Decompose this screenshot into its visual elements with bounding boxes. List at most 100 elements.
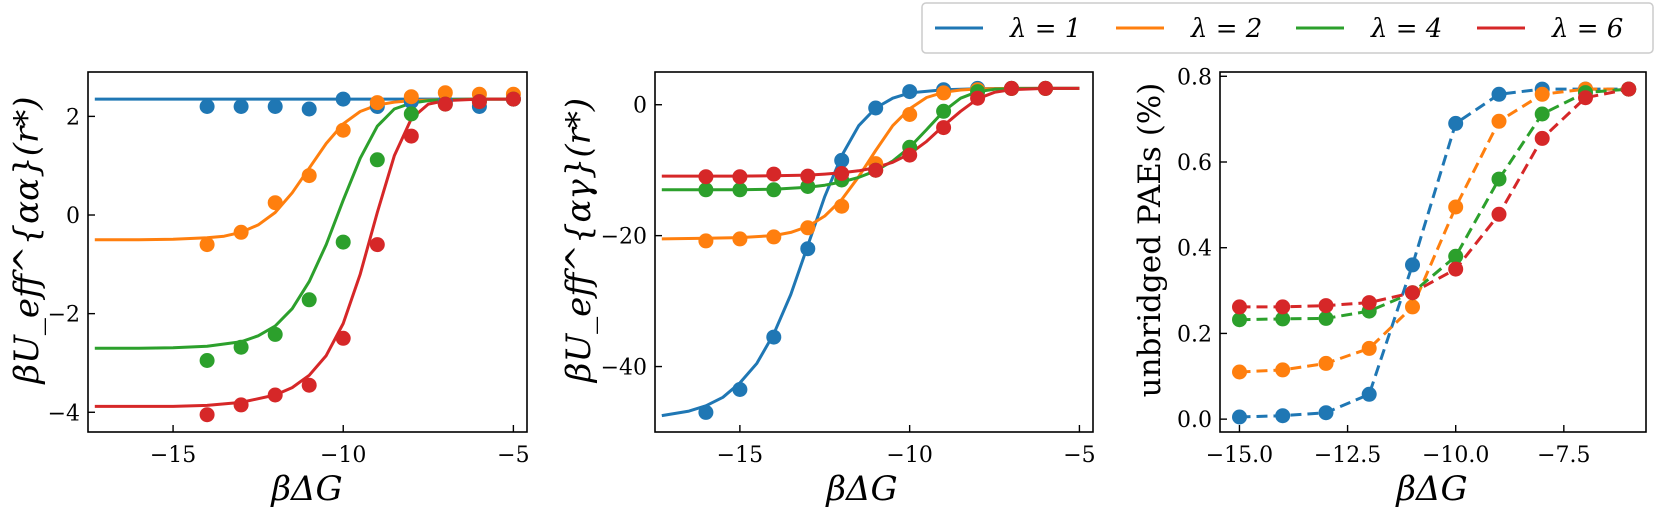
panel-3-ytick-label: 0.4 (1177, 237, 1212, 262)
panel-3-ytick-label: 0.6 (1177, 151, 1212, 176)
panel-2-series-2-point (698, 233, 714, 249)
panel-1-series-3-point (301, 292, 317, 308)
panel-3-series-4-point (1448, 261, 1464, 277)
legend-label-lambda-2: λ = 2 (1190, 14, 1262, 44)
panel-3-series-3-point (1491, 171, 1507, 187)
panel-1-series-4-point (437, 96, 453, 112)
panel-2-series-1-point (902, 84, 918, 100)
panel-2-ytick-label: −20 (601, 225, 647, 250)
panel-1-xtick-label: −5 (497, 443, 529, 468)
panel-3-series-3-point (1318, 310, 1334, 326)
panel-2-series-3-point (732, 182, 748, 198)
panel-2-xtick-label: −5 (1063, 443, 1095, 468)
panel-3-series-3-point (1232, 312, 1247, 328)
panel-3-xtick-label: −7.5 (1537, 443, 1590, 468)
panel-1-series-4-point (267, 387, 283, 403)
panel-1-series-2-point (267, 195, 283, 211)
panel-1-ytick-label: 0 (66, 204, 80, 229)
legend-label-lambda-1: λ = 1 (1009, 14, 1081, 44)
panel-3-series-2-point (1361, 340, 1377, 356)
panel-1-series-1-point (233, 99, 249, 114)
panel-3-series-2-point (1318, 355, 1334, 371)
panel-3: −15.0 −12.5 −10.0 −7.5 0.0 0.2 0.4 0.6 0.8 (1177, 65, 1647, 468)
legend-label-lambda-6: λ = 6 (1551, 14, 1623, 44)
panel-3-series-1-point (1491, 86, 1507, 102)
panel-3-series-4-point (1232, 299, 1247, 315)
panel-2-series-1-point (698, 404, 714, 420)
panel-3-series-2-line (1239, 87, 1629, 374)
panel-3-series-2-point (1405, 299, 1420, 315)
panel-3-series-2-point (1275, 362, 1291, 378)
panel-1-series-2-fit-curve (94, 97, 514, 242)
panel-2-series-3-point (936, 103, 952, 119)
legend-frame (921, 2, 1654, 54)
panel-3-series-4-point (1621, 81, 1637, 97)
panel-2-xlabel: βΔG (824, 469, 897, 509)
panel-1-series-2-point (301, 168, 317, 184)
panel-2-series-2-point (902, 107, 918, 122)
panel-1-series-4-point (233, 397, 249, 413)
panel-3-series-1-point (1361, 386, 1377, 402)
panel-3-series-1-line (1239, 87, 1629, 419)
panel-1-series-1-point (301, 101, 317, 117)
panel-3-series-4-point (1318, 298, 1334, 314)
panel-3-series-2-point (1534, 86, 1550, 102)
panel-1-series-2-point (233, 224, 249, 240)
panel-2-xtick-label: −15 (717, 443, 763, 468)
panel-2-series-4-point (970, 90, 986, 106)
panel-1-ytick-label: 2 (66, 105, 80, 130)
panel-3-series-3-point (1534, 106, 1550, 122)
panel-3-xtick-label: −10.0 (1422, 443, 1489, 468)
panel-1-series-2-point (335, 122, 351, 138)
panel-2-series-4-point (1004, 80, 1019, 96)
panel-1-series-3-fit-curve (94, 97, 514, 350)
panel-2-series-4-point (936, 120, 952, 136)
panel-1-series-2-point (369, 95, 385, 111)
panel-1-series-4-point (301, 377, 317, 393)
panel-2-series-1-point (732, 382, 748, 397)
panel-3-xtick-label: −12.5 (1314, 443, 1381, 468)
panel-1-series-3-point (369, 152, 385, 168)
panel-1-series-3-point (403, 106, 419, 122)
legend: λ = 1 λ = 2 λ = 4 λ = 6 (921, 2, 1654, 54)
panel-3-ytick-label: 0.8 (1177, 65, 1212, 90)
panel-3-series-3-point (1448, 248, 1464, 264)
panel-1-series-1-point (267, 99, 283, 114)
panel-2-series-1-point (766, 329, 782, 345)
panel-3-series-4-point (1275, 299, 1291, 315)
panel-1-ytick-label: −4 (48, 401, 80, 426)
panel-2-xtick-label: −10 (886, 443, 932, 468)
panel-3-series-2-point (1448, 199, 1464, 215)
panel-3-ytick-label: 0.2 (1177, 322, 1212, 347)
panel-3-series-4-line (1239, 87, 1629, 309)
panel-1-series-3-point (199, 353, 215, 368)
panel-3-series-4-point (1491, 206, 1507, 222)
panel-2-series-1-point (800, 241, 816, 257)
panel-3-series-1-point (1232, 409, 1247, 425)
panel-2-series-4-point (800, 168, 816, 184)
panel-1-series-4-point (505, 91, 521, 107)
panel-1-series-4-point (199, 407, 215, 423)
panel-2-series-3-point (800, 179, 816, 194)
panel-2-series-3-point (766, 182, 782, 198)
panel-2-series-2-point (732, 231, 748, 247)
panel-2-ytick-label: −40 (601, 356, 647, 381)
panel-3-xlabel: βΔG (1394, 469, 1467, 509)
panel-1-xlabel: βΔG (269, 469, 342, 509)
panel-3-ytick-label: 0.0 (1177, 408, 1212, 433)
panel-2-series-4-point (732, 169, 748, 185)
panel-2-series-4-point (834, 166, 850, 181)
panel-3-series-2-point (1491, 113, 1507, 129)
panel-1-series-4-point (369, 237, 385, 253)
panel-2-series-2-point (936, 85, 952, 101)
panel-1-series-4-point (471, 94, 487, 110)
panel-1-series-2-point (403, 89, 419, 105)
panel-2-ylabel: βU_eff^{αγ}(r*) (559, 98, 599, 384)
panel-2-series-4-point (1038, 80, 1053, 96)
panel-3-series-4-point (1361, 295, 1377, 311)
panel-1-series-4-point (403, 128, 419, 144)
panel-1-series-3-point (233, 339, 249, 355)
panel-1-series-2-point (437, 85, 453, 101)
panel-1-series-1-point (335, 91, 351, 107)
